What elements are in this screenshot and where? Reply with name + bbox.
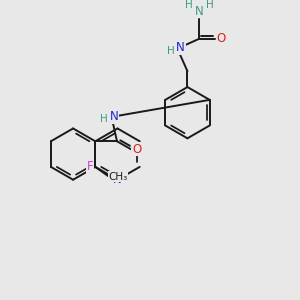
Text: N: N [113,173,122,186]
Text: N: N [176,41,185,54]
Text: H: H [100,114,108,124]
Text: O: O [216,32,226,45]
Text: CH₃: CH₃ [108,172,128,182]
Text: O: O [132,143,141,156]
Text: N: N [110,110,118,123]
Text: N: N [195,4,204,18]
Text: F: F [87,160,94,173]
Text: H: H [206,0,214,10]
Text: H: H [167,46,175,56]
Text: H: H [184,0,192,10]
